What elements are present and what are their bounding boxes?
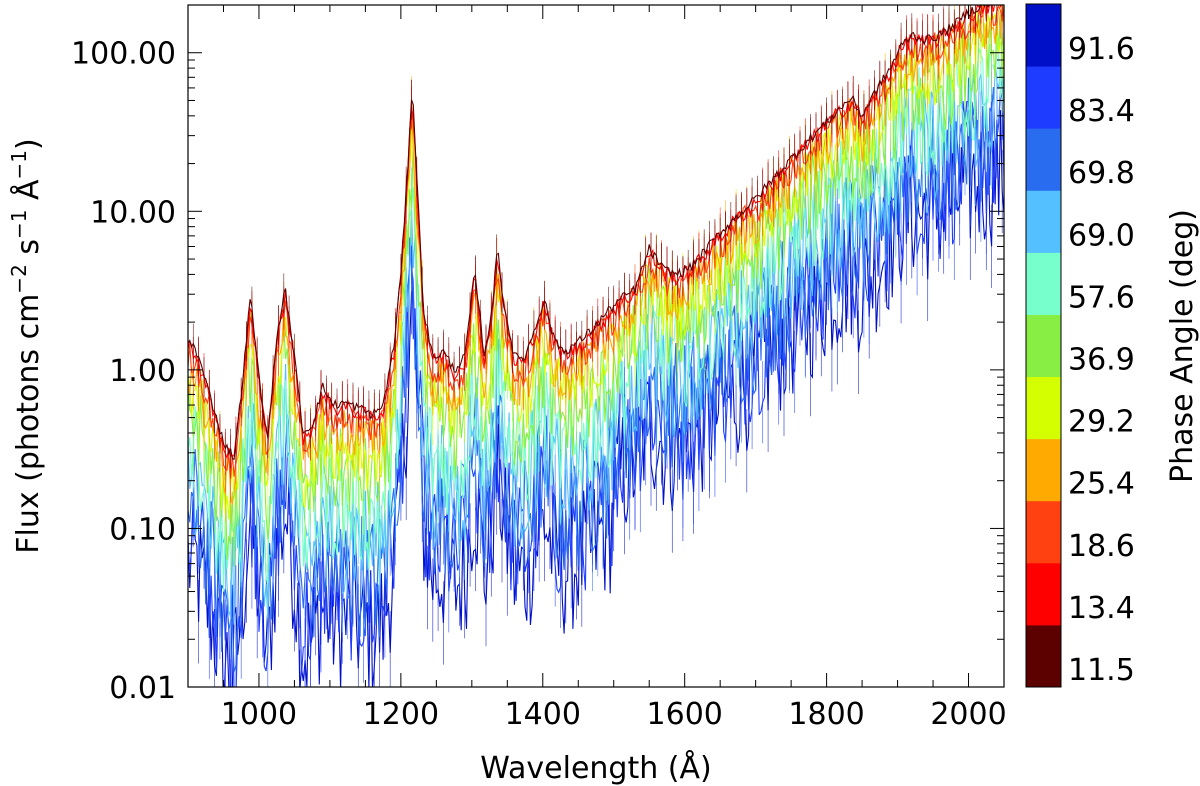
colorbar-frame bbox=[1025, 3, 1062, 688]
y-tick-label: 0.01 bbox=[109, 671, 176, 706]
y-tick-label: 100.00 bbox=[71, 37, 176, 72]
colorbar-swatch-25.4 bbox=[1026, 438, 1061, 502]
y-tick-label: 0.10 bbox=[109, 512, 176, 547]
series-line-11.5 bbox=[188, 5, 990, 460]
colorbar-label: 13.4 bbox=[1068, 591, 1135, 626]
series-line-69.8 bbox=[188, 77, 1004, 672]
x-tick-label: 1800 bbox=[788, 697, 864, 732]
colorbar-swatch-69.8 bbox=[1026, 128, 1061, 191]
y-tick-label: 1.00 bbox=[109, 354, 176, 389]
colorbar-swatch-36.9 bbox=[1026, 314, 1061, 378]
x-axis-title: Wavelength (Å) bbox=[480, 750, 711, 786]
colorbar-swatch-11.5 bbox=[1026, 624, 1061, 688]
y-axis-title: Flux (photons cm−2 s−1 Å−1) bbox=[7, 138, 46, 553]
colorbar-label: 57.6 bbox=[1068, 280, 1135, 315]
series-line-69.0 bbox=[188, 62, 1004, 625]
colorbar-swatch-83.4 bbox=[1026, 66, 1061, 129]
colorbar-title: Phase Angle (deg) bbox=[1165, 209, 1200, 483]
colorbar-label: 91.6 bbox=[1068, 32, 1135, 67]
colorbar-swatch-13.4 bbox=[1026, 562, 1061, 626]
colorbar-label: 11.5 bbox=[1068, 653, 1135, 688]
x-tick-label: 2000 bbox=[930, 697, 1006, 732]
colorbar-swatch-57.6 bbox=[1026, 252, 1061, 315]
colorbar-swatch-18.6 bbox=[1026, 500, 1061, 564]
x-tick-label: 1600 bbox=[647, 697, 723, 732]
colorbar-swatch-29.2 bbox=[1026, 376, 1061, 440]
colorbar: 11.5 13.4 18.6 25.4 29.2 36.9 57.6 69.0 69.8 83.4… bbox=[1025, 3, 1135, 688]
series-line-29.2 bbox=[188, 10, 1004, 520]
x-tick-label: 1400 bbox=[505, 697, 581, 732]
plot-frame bbox=[187, 4, 1005, 688]
colorbar-label: 69.0 bbox=[1068, 218, 1135, 253]
x-tick-label: 1000 bbox=[221, 697, 297, 732]
colorbar-label: 83.4 bbox=[1068, 94, 1135, 129]
colorbar-swatch-91.6 bbox=[1026, 4, 1061, 67]
series-group bbox=[188, 5, 1004, 687]
axis-layer: 1000 1200 1400 1600 1800 2000 0.01 0.10 1.00 10.0… bbox=[71, 4, 1007, 732]
colorbar-swatch-69.0 bbox=[1026, 190, 1061, 253]
colorbar-label: 69.8 bbox=[1068, 156, 1135, 191]
colorbar-label: 18.6 bbox=[1068, 529, 1135, 564]
colorbar-label: 25.4 bbox=[1068, 467, 1135, 502]
colorbar-label: 36.9 bbox=[1068, 343, 1135, 378]
colorbar-label: 29.2 bbox=[1068, 405, 1135, 440]
series-layer bbox=[188, 5, 1004, 687]
series-line-13.4 bbox=[188, 5, 1004, 460]
y-tick-label: 10.00 bbox=[90, 195, 176, 230]
x-tick-label: 1200 bbox=[363, 697, 439, 732]
